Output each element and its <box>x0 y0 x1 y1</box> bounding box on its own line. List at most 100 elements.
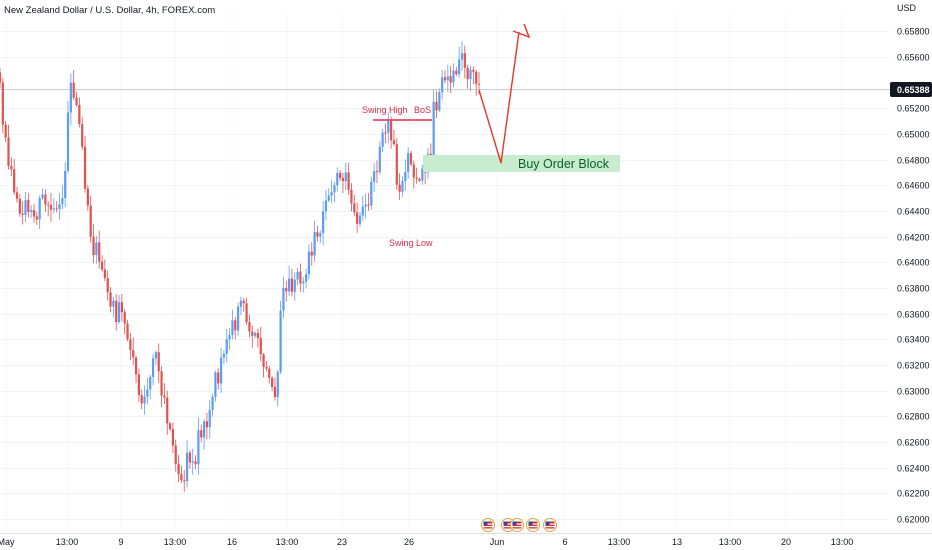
candle-bullish[interactable] <box>404 171 407 181</box>
candle-bullish[interactable] <box>330 192 333 196</box>
candle-bullish[interactable] <box>293 279 296 292</box>
candle-bearish[interactable] <box>472 69 475 72</box>
candle-bearish[interactable] <box>177 463 180 475</box>
candle-bullish[interactable] <box>469 69 472 80</box>
candle-bullish[interactable] <box>66 112 70 171</box>
candle-bearish[interactable] <box>32 210 36 217</box>
candle-bearish[interactable] <box>55 208 58 210</box>
candle-bullish[interactable] <box>185 452 189 482</box>
candle-bullish[interactable] <box>452 70 455 83</box>
candle-bearish[interactable] <box>120 302 123 313</box>
candle-bearish[interactable] <box>245 303 248 323</box>
candle-bearish[interactable] <box>49 204 53 210</box>
candle-bullish[interactable] <box>41 194 44 199</box>
candle-bullish[interactable] <box>58 204 61 210</box>
candle-bullish[interactable] <box>407 153 410 172</box>
candle-bearish[interactable] <box>353 203 356 213</box>
candle-bullish[interactable] <box>202 421 206 438</box>
candle-bearish[interactable] <box>398 184 401 192</box>
candle-bearish[interactable] <box>200 430 203 438</box>
candle-bearish[interactable] <box>35 216 38 220</box>
candle-bearish[interactable] <box>415 177 418 179</box>
candle-bearish[interactable] <box>98 242 101 262</box>
projection-path[interactable] <box>478 31 520 164</box>
candle-bullish[interactable] <box>358 215 362 224</box>
candle-bullish[interactable] <box>151 358 155 377</box>
candle-bearish[interactable] <box>290 278 294 292</box>
candle-bullish[interactable] <box>214 372 217 397</box>
candle-bullish[interactable] <box>441 77 444 93</box>
candle-bearish[interactable] <box>47 204 50 206</box>
candle-bullish[interactable] <box>322 211 325 234</box>
candle-bullish[interactable] <box>69 82 72 113</box>
us-flag-icon[interactable] <box>526 518 540 532</box>
candle-bearish[interactable] <box>44 194 47 205</box>
candle-bearish[interactable] <box>392 140 396 145</box>
candle-bullish[interactable] <box>401 180 404 192</box>
candle-bullish[interactable] <box>24 200 27 215</box>
candle-bearish[interactable] <box>194 461 197 465</box>
candle-bearish[interactable] <box>273 386 277 398</box>
candle-bullish[interactable] <box>432 101 435 160</box>
candle-bearish[interactable] <box>367 204 370 206</box>
candle-bearish[interactable] <box>310 251 313 256</box>
candle-bearish[interactable] <box>27 200 30 212</box>
candle-bearish[interactable] <box>466 67 469 80</box>
candle-bearish[interactable] <box>174 445 177 464</box>
us-flag-icon[interactable] <box>481 518 495 532</box>
candle-bearish[interactable] <box>477 83 481 85</box>
candle-bearish[interactable] <box>418 178 421 181</box>
candle-bearish[interactable] <box>390 121 393 141</box>
candle-bullish[interactable] <box>253 332 257 336</box>
candle-bearish[interactable] <box>83 146 87 189</box>
candle-bearish[interactable] <box>205 421 209 428</box>
candle-bullish[interactable] <box>336 172 339 186</box>
candle-bearish[interactable] <box>134 357 138 375</box>
candle-bullish[interactable] <box>228 335 231 340</box>
candle-bullish[interactable] <box>387 121 390 133</box>
candle-bullish[interactable] <box>381 132 384 147</box>
candle-bearish[interactable] <box>75 97 78 105</box>
candle-bullish[interactable] <box>446 76 449 81</box>
candle-bearish[interactable] <box>166 397 169 424</box>
candle-bearish[interactable] <box>251 331 254 336</box>
candle-bearish[interactable] <box>18 198 21 214</box>
candle-bearish[interactable] <box>234 320 237 331</box>
economic-events[interactable] <box>481 518 557 532</box>
candle-bearish[interactable] <box>412 164 415 178</box>
candle-bearish[interactable] <box>115 300 118 322</box>
candle-bearish[interactable] <box>126 323 129 340</box>
candle-bearish[interactable] <box>248 322 251 332</box>
candle-bearish[interactable] <box>4 124 7 138</box>
candle-bearish[interactable] <box>268 368 271 378</box>
candle-bearish[interactable] <box>449 76 452 83</box>
candle-bearish[interactable] <box>72 82 75 98</box>
candle-bullish[interactable] <box>327 195 330 201</box>
candle-bearish[interactable] <box>475 71 478 84</box>
candle-bullish[interactable] <box>191 461 194 463</box>
candle-bullish[interactable] <box>225 339 228 354</box>
candle-bullish[interactable] <box>438 92 441 111</box>
candle-bullish[interactable] <box>197 430 200 465</box>
candle-bullish[interactable] <box>305 274 308 282</box>
candle-bearish[interactable] <box>109 292 112 307</box>
candle-bearish[interactable] <box>0 72 2 83</box>
candle-bearish[interactable] <box>262 354 265 367</box>
candle-bearish[interactable] <box>265 366 268 369</box>
candle-bullish[interactable] <box>146 389 149 397</box>
candle-bullish[interactable] <box>149 376 152 390</box>
candle-bullish[interactable] <box>95 242 98 256</box>
candle-bullish[interactable] <box>52 208 55 210</box>
candle-bearish[interactable] <box>100 261 104 270</box>
candle-bearish[interactable] <box>217 372 220 384</box>
candle-bullish[interactable] <box>61 198 64 205</box>
candle-bullish[interactable] <box>319 233 322 237</box>
candle-bearish[interactable] <box>347 172 350 190</box>
candle-bullish[interactable] <box>211 396 214 410</box>
candle-bearish[interactable] <box>81 124 84 147</box>
candle-bearish[interactable] <box>256 332 260 338</box>
candle-bearish[interactable] <box>168 423 172 430</box>
candle-bearish[interactable] <box>395 144 398 185</box>
candle-bearish[interactable] <box>106 278 109 293</box>
